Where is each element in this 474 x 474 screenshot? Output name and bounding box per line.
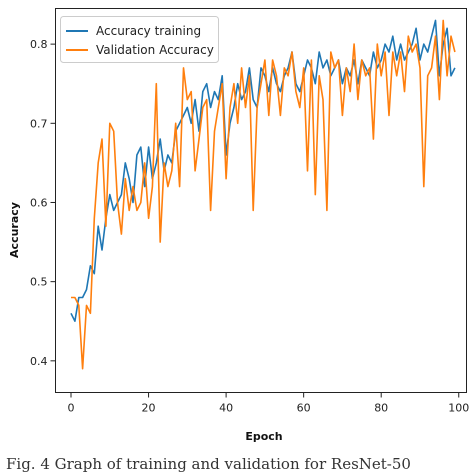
y-tick-label: 0.5 xyxy=(30,276,48,289)
legend-label-validation: Validation Accuracy xyxy=(96,43,214,57)
series-line-training xyxy=(70,19,456,323)
y-tick-label: 0.4 xyxy=(30,355,48,368)
x-tick-label: 0 xyxy=(68,402,75,415)
x-tick-label: 20 xyxy=(142,402,156,415)
x-tick-label: 100 xyxy=(448,402,469,415)
y-tick-label: 0.7 xyxy=(30,117,48,130)
x-tick-label: 60 xyxy=(297,402,311,415)
figure-caption: Fig. 4 Graph of training and validation … xyxy=(6,455,411,473)
legend-box xyxy=(60,16,219,63)
legend-label-training: Accuracy training xyxy=(96,24,201,38)
plot-frame xyxy=(55,8,467,393)
x-axis-label: Epoch xyxy=(245,430,282,443)
x-ticks: 0 20 40 60 80 100 xyxy=(68,392,469,415)
x-tick-label: 40 xyxy=(219,402,233,415)
y-axis-label: Accuracy xyxy=(8,202,21,258)
y-tick-label: 0.6 xyxy=(30,196,48,209)
y-tick-label: 0.8 xyxy=(30,38,48,51)
y-ticks: 0.4 0.5 0.6 0.7 0.8 xyxy=(30,38,56,368)
series-line-validation xyxy=(71,19,456,370)
x-tick-label: 80 xyxy=(374,402,388,415)
plot-lines xyxy=(70,19,456,370)
legend: Accuracy training Validation Accuracy xyxy=(60,16,219,63)
